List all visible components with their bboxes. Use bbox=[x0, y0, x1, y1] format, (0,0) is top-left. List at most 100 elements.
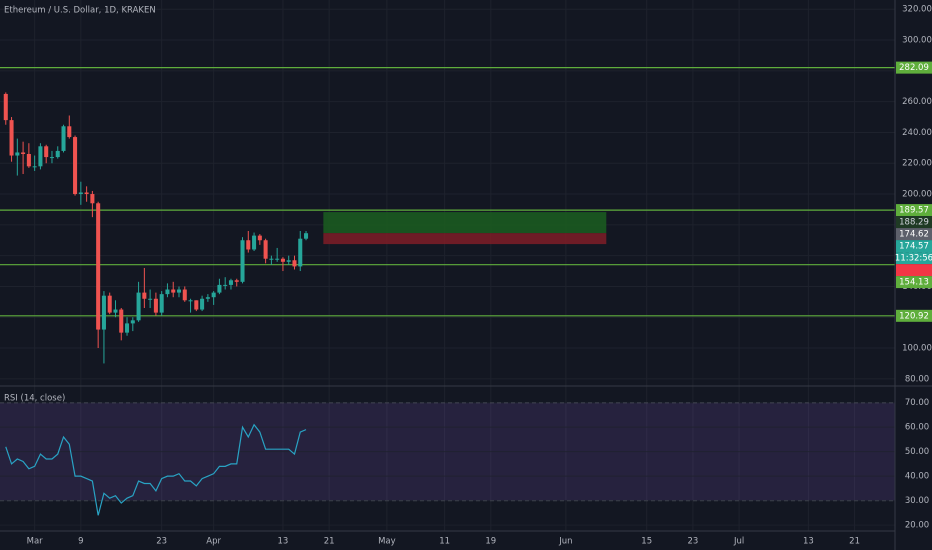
axes: Mar 9 23 Apr 13 21 May 11 19 Jun 15 23 Jul 13 21 80.00 1… bbox=[27, 5, 932, 547]
candle-body bbox=[217, 284, 222, 293]
candle-body bbox=[228, 280, 233, 285]
last-price-label-bg bbox=[896, 240, 932, 253]
candle-body bbox=[21, 152, 26, 154]
entry-label-bg bbox=[896, 228, 932, 241]
level-label-bg bbox=[896, 276, 932, 289]
x-tick-label: Mar bbox=[27, 537, 44, 547]
candle-body bbox=[159, 294, 164, 313]
candle-body bbox=[298, 238, 303, 267]
candle-body bbox=[176, 289, 182, 293]
candle-body bbox=[234, 280, 239, 282]
candle-body bbox=[304, 233, 309, 239]
stop-label-bg bbox=[896, 264, 932, 277]
candle-body bbox=[9, 120, 14, 156]
candle-body bbox=[205, 297, 210, 299]
level-label: 154.13 bbox=[899, 278, 929, 288]
y-tick-label: 100.00 bbox=[902, 344, 932, 354]
candle-body bbox=[200, 298, 205, 310]
candle-body bbox=[96, 203, 101, 330]
level-label: 120.92 bbox=[899, 311, 929, 321]
candle-body bbox=[263, 240, 268, 259]
y-tick-label: 50.00 bbox=[905, 447, 929, 457]
x-tick-label: 13 bbox=[803, 537, 814, 547]
candle-body bbox=[148, 298, 153, 300]
level-label-bg bbox=[896, 309, 932, 322]
candle-body bbox=[38, 146, 43, 167]
candle-body bbox=[90, 194, 95, 204]
x-tick-label: 21 bbox=[324, 537, 335, 547]
level-label: 282.09 bbox=[899, 63, 929, 73]
x-tick-label: 21 bbox=[849, 537, 860, 547]
countdown-label: 11:32:56 bbox=[895, 254, 932, 264]
y-tick-label: 80.00 bbox=[905, 374, 929, 384]
x-tick-label: 13 bbox=[278, 537, 289, 547]
candle-body bbox=[101, 295, 106, 330]
candle-body bbox=[107, 295, 112, 313]
rsi-line bbox=[5, 423, 307, 516]
candle-body bbox=[153, 298, 158, 313]
candle-body bbox=[286, 260, 291, 262]
candle-body bbox=[142, 292, 147, 299]
candle-body bbox=[211, 292, 216, 298]
level-label-bg bbox=[896, 61, 932, 74]
candle-body bbox=[194, 300, 199, 310]
candle-body bbox=[223, 284, 228, 286]
candle-body bbox=[257, 235, 262, 241]
candle-body bbox=[113, 309, 118, 313]
candle-body bbox=[3, 93, 8, 121]
y-tick-label: 30.00 bbox=[905, 496, 929, 506]
y-tick-label: 40.00 bbox=[905, 472, 929, 482]
target-label: 188.29 bbox=[899, 218, 929, 228]
last-price-label: 174.57 bbox=[899, 242, 929, 252]
y-tick-label: 200.00 bbox=[902, 190, 932, 200]
candle-body bbox=[26, 154, 31, 167]
x-tick-label: Apr bbox=[206, 537, 221, 547]
candle-body bbox=[49, 157, 54, 159]
level-label: 189.57 bbox=[899, 206, 929, 216]
y-tick-label: 320.00 bbox=[902, 5, 932, 15]
level-label-bg bbox=[896, 204, 932, 217]
y-tick-label: 260.00 bbox=[902, 97, 932, 107]
candle-body bbox=[280, 258, 285, 262]
countdown-label-bg bbox=[896, 252, 932, 265]
y-tick-label: 240.00 bbox=[902, 128, 932, 138]
candle-body bbox=[136, 292, 141, 321]
candle-body bbox=[292, 260, 297, 267]
candle-body bbox=[119, 309, 124, 333]
candle-body bbox=[240, 240, 245, 282]
candle-body bbox=[78, 192, 83, 195]
x-tick-label: 23 bbox=[687, 537, 698, 547]
x-tick-label: Jul bbox=[733, 537, 744, 547]
candle-body bbox=[44, 146, 49, 158]
plot bbox=[0, 67, 895, 516]
y-tick-label: 300.00 bbox=[902, 36, 932, 46]
candle-body bbox=[188, 300, 193, 302]
candle-body bbox=[32, 166, 37, 168]
position-stop-zone bbox=[323, 233, 607, 245]
candle-body bbox=[67, 126, 72, 138]
candle-body bbox=[275, 258, 280, 260]
grid bbox=[0, 0, 895, 531]
target-label-bg bbox=[896, 216, 932, 229]
rsi-title: RSI (14, close) bbox=[4, 394, 65, 404]
y-tick-label: 60.00 bbox=[905, 423, 929, 433]
position-target-zone bbox=[323, 212, 607, 234]
x-tick-label: 11 bbox=[439, 537, 450, 547]
candle-body bbox=[182, 289, 187, 301]
y-tick-label: 220.00 bbox=[902, 159, 932, 169]
candle-body bbox=[84, 192, 89, 195]
entry-label: 174.62 bbox=[899, 230, 929, 240]
candle-body bbox=[165, 289, 170, 295]
candle-body bbox=[252, 235, 257, 250]
candle-body bbox=[171, 289, 176, 293]
candle-body bbox=[73, 137, 78, 195]
candle-body bbox=[55, 150, 60, 158]
y-tick-label: 70.00 bbox=[905, 398, 929, 408]
candle-body bbox=[61, 126, 66, 151]
x-tick-label: May bbox=[378, 537, 396, 547]
x-tick-label: 19 bbox=[485, 537, 496, 547]
candle-body bbox=[246, 240, 251, 250]
candle-body bbox=[15, 152, 20, 156]
y-tick-label: 20.00 bbox=[905, 521, 929, 531]
